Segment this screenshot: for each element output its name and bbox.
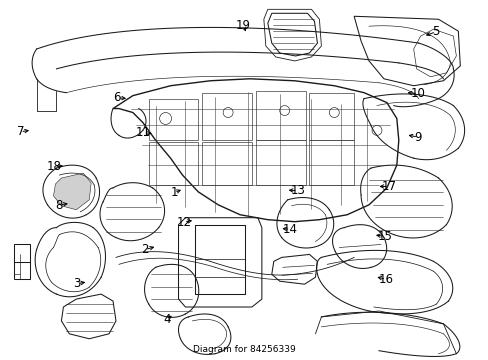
Text: 1: 1 — [170, 186, 178, 199]
Text: Diagram for 84256339: Diagram for 84256339 — [192, 345, 295, 354]
Text: 7: 7 — [17, 125, 24, 138]
Text: 19: 19 — [236, 19, 250, 32]
Text: 3: 3 — [73, 277, 81, 290]
Text: 14: 14 — [283, 223, 298, 236]
Text: 15: 15 — [377, 230, 392, 243]
Text: 11: 11 — [136, 126, 151, 139]
Text: 9: 9 — [414, 131, 421, 144]
Text: 17: 17 — [381, 180, 396, 193]
Text: 6: 6 — [113, 91, 121, 104]
Text: 16: 16 — [378, 273, 393, 286]
Text: 8: 8 — [55, 198, 62, 212]
Text: 12: 12 — [176, 216, 191, 229]
Polygon shape — [53, 173, 91, 210]
Text: 5: 5 — [431, 25, 439, 38]
Text: 13: 13 — [290, 184, 305, 197]
Text: 10: 10 — [410, 87, 425, 100]
Text: 2: 2 — [141, 243, 148, 256]
Text: 18: 18 — [47, 160, 61, 173]
Text: 4: 4 — [163, 313, 170, 326]
